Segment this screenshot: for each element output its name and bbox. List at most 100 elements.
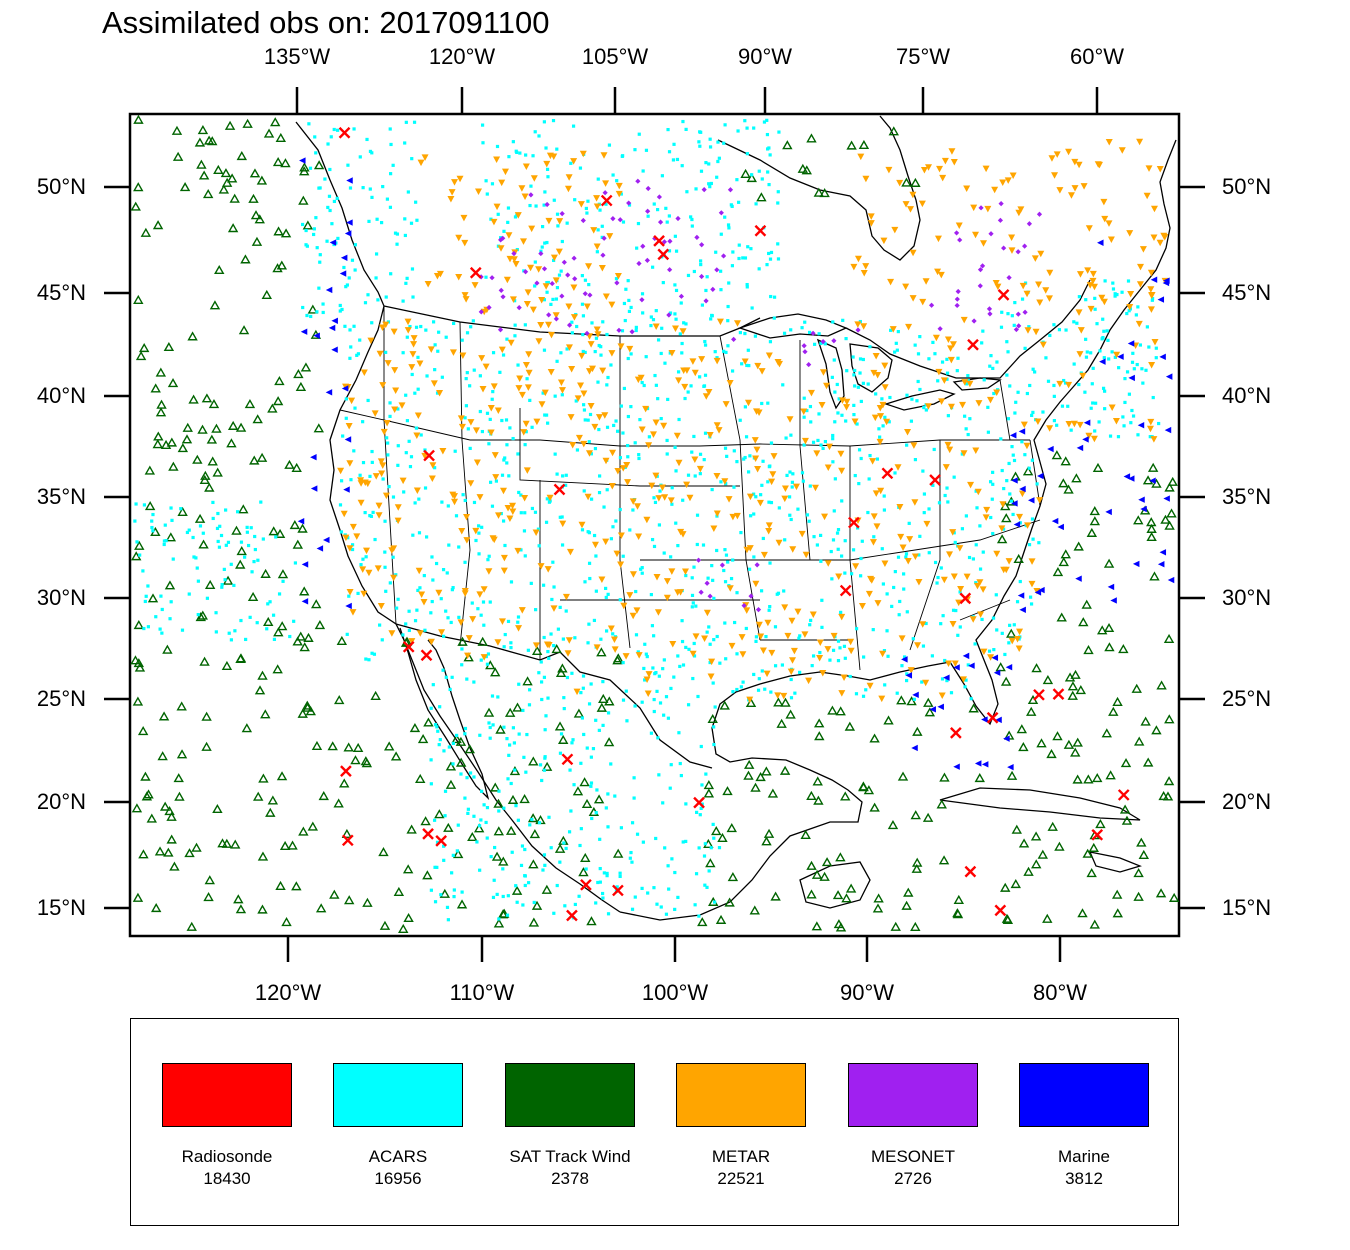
metar-marker <box>363 547 371 555</box>
acars-marker <box>861 357 865 362</box>
acars-marker <box>789 517 793 522</box>
sat-track-wind-marker <box>912 726 923 736</box>
gulf-coastline <box>619 139 1177 921</box>
metar-marker <box>668 350 676 357</box>
metar-marker <box>1023 290 1031 298</box>
sat-track-wind-marker <box>186 921 197 931</box>
metar-marker <box>701 635 709 642</box>
bottom-tick-label: 120°W <box>254 980 322 1005</box>
acars-marker <box>861 694 866 698</box>
sat-track-wind-marker <box>493 918 505 928</box>
metar-marker <box>1039 341 1047 349</box>
metar-marker <box>498 618 506 625</box>
acars-marker <box>364 555 368 559</box>
acars-marker <box>490 397 494 401</box>
metar-marker <box>1076 421 1084 429</box>
mesonet-marker <box>629 329 635 335</box>
legend-swatch <box>162 1063 292 1127</box>
mesonet-markers <box>478 178 1043 613</box>
acars-marker <box>654 309 658 313</box>
sat-track-wind-marker <box>307 821 319 831</box>
metar-marker <box>746 696 754 704</box>
acars-marker <box>964 678 968 682</box>
marine-marker <box>297 518 305 525</box>
acars-marker <box>582 489 586 493</box>
sat-track-wind-marker <box>1103 622 1115 633</box>
acars-marker <box>580 302 585 306</box>
acars-marker <box>883 415 887 419</box>
acars-marker <box>388 127 392 131</box>
acars-marker <box>694 187 698 191</box>
mesonet-marker <box>559 211 565 217</box>
acars-marker <box>588 412 593 417</box>
acars-marker <box>443 789 448 793</box>
metar-marker <box>367 337 375 345</box>
acars-marker <box>735 687 739 692</box>
acars-marker <box>349 345 353 349</box>
sat-track-wind-marker <box>194 137 206 147</box>
marine-marker <box>1005 664 1013 671</box>
metar-marker <box>713 472 721 480</box>
acars-marker <box>512 741 517 745</box>
acars-marker <box>784 436 788 440</box>
acars-marker <box>509 781 513 786</box>
acars-marker <box>393 231 398 235</box>
acars-marker <box>410 157 414 161</box>
metar-marker <box>768 478 776 486</box>
acars-marker <box>1031 537 1035 541</box>
acars-marker <box>684 802 688 806</box>
acars-marker <box>1014 400 1018 404</box>
acars-marker <box>724 350 728 354</box>
acars-marker <box>902 572 906 576</box>
acars-marker <box>781 383 785 387</box>
legend-label: ACARS <box>368 1147 428 1166</box>
acars-marker <box>542 348 547 352</box>
mesonet-marker <box>500 235 506 241</box>
acars-marker <box>652 697 656 702</box>
metar-marker <box>439 447 447 455</box>
acars-marker <box>523 323 527 327</box>
metar-marker <box>847 638 855 646</box>
acars-marker <box>265 627 269 631</box>
acars-marker <box>416 387 420 391</box>
acars-marker <box>339 530 344 534</box>
sat-track-wind-marker <box>763 828 775 838</box>
acars-marker <box>725 454 729 458</box>
sat-track-wind-marker <box>1164 714 1175 724</box>
acars-marker <box>933 352 937 356</box>
sat-track-wind-marker <box>1036 738 1047 748</box>
acars-marker <box>374 252 379 256</box>
mesonet-marker <box>1015 311 1021 317</box>
acars-marker <box>353 243 357 247</box>
sat-track-wind-marker <box>1142 757 1154 767</box>
metar-marker <box>982 514 990 521</box>
sat-track-wind-marker <box>154 846 166 856</box>
acars-marker <box>611 632 615 636</box>
metar-marker <box>450 493 458 500</box>
acars-marker <box>769 250 774 255</box>
mesonet-marker <box>699 273 705 280</box>
metar-marker <box>991 186 999 194</box>
metar-marker <box>681 568 689 575</box>
metar-marker <box>378 324 386 331</box>
sat-track-wind-marker <box>214 264 225 275</box>
sat-track-wind-marker <box>252 791 264 801</box>
metar-marker <box>532 642 540 649</box>
mesonet-marker <box>486 304 492 311</box>
sat-track-wind-marker <box>483 707 495 717</box>
acars-marker <box>702 458 706 462</box>
sat-track-wind-marker <box>188 394 199 404</box>
acars-marker <box>604 806 608 810</box>
metar-marker <box>914 642 922 649</box>
acars-marker <box>843 539 847 543</box>
sat-track-wind-marker <box>451 733 462 744</box>
metar-marker <box>850 263 858 271</box>
metar-marker <box>585 263 593 270</box>
acars-marker <box>381 184 385 189</box>
metar-marker <box>881 384 889 391</box>
metar-marker <box>1017 206 1025 213</box>
mesonet-marker <box>544 201 550 208</box>
acars-marker <box>999 325 1004 329</box>
marine-marker <box>1051 517 1059 525</box>
acars-marker <box>803 320 807 324</box>
